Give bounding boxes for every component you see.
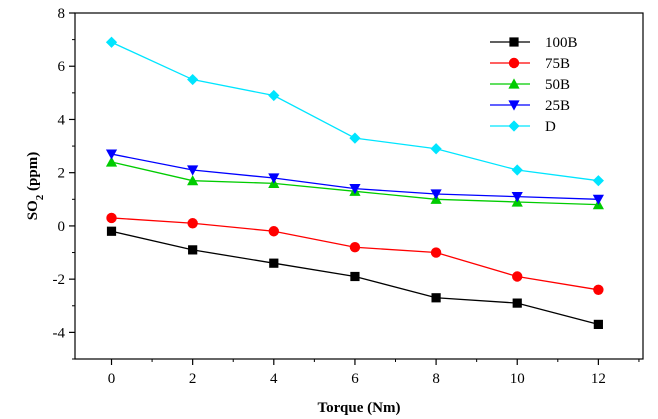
legend-item-100B: 100B xyxy=(490,35,578,51)
y-axis-title-subscript: 2 xyxy=(34,194,46,200)
data-point-100B xyxy=(431,293,441,303)
y-axis-title-main: SO xyxy=(25,200,41,220)
legend-label: 100B xyxy=(545,35,578,51)
series-100B xyxy=(106,226,603,329)
y-tick-label: -2 xyxy=(53,272,66,288)
plot-frame xyxy=(74,12,644,360)
series-25B xyxy=(105,149,604,205)
data-point-50B xyxy=(105,156,118,167)
data-point-75B xyxy=(106,212,117,224)
legend-marker xyxy=(508,78,520,89)
y-tick-label: 4 xyxy=(58,112,66,128)
data-point-D xyxy=(105,36,118,48)
data-point-75B xyxy=(430,247,442,258)
data-point-100B xyxy=(106,226,117,236)
y-tick-label: 2 xyxy=(58,166,66,182)
legend-label: 25B xyxy=(545,98,570,114)
series-layer xyxy=(105,36,604,329)
data-point-25B xyxy=(349,184,361,195)
legend: 100B 75B 50B 25B D xyxy=(490,35,578,135)
data-point-50B xyxy=(187,175,199,186)
x-tick-label: 12 xyxy=(591,371,606,387)
legend-item-25B: 25B xyxy=(490,98,570,114)
legend-item-D: D xyxy=(490,119,556,135)
data-point-D xyxy=(187,73,199,86)
y-tick-label: 8 xyxy=(58,6,66,22)
x-tick-label: 0 xyxy=(108,371,116,387)
y-tick-label: 6 xyxy=(58,59,66,75)
data-point-100B xyxy=(188,245,198,255)
legend-marker xyxy=(508,57,520,69)
y-tick-label: 0 xyxy=(58,219,66,235)
y-axis-title-unit: (ppm) xyxy=(25,152,41,195)
data-point-25B xyxy=(430,189,442,200)
legend-marker xyxy=(508,120,520,132)
data-point-75B xyxy=(593,284,604,295)
data-point-100B xyxy=(350,271,360,282)
legend-item-75B: 75B xyxy=(490,56,570,72)
data-point-25B xyxy=(592,194,604,205)
data-point-D xyxy=(511,164,523,176)
legend-label: D xyxy=(545,119,556,135)
data-point-25B xyxy=(268,173,280,184)
data-point-100B xyxy=(269,258,279,268)
legend-item-50B: 50B xyxy=(490,77,570,93)
series-50B xyxy=(105,156,604,210)
data-point-100B xyxy=(512,298,522,308)
legend-marker xyxy=(509,37,519,47)
x-tick-label: 10 xyxy=(510,371,525,387)
data-point-75B xyxy=(187,218,198,229)
data-point-75B xyxy=(349,242,361,253)
data-point-100B xyxy=(593,319,603,329)
x-axis-title: Torque (Nm) xyxy=(318,400,401,416)
data-point-D xyxy=(268,89,280,102)
data-point-25B xyxy=(187,165,199,176)
legend-marker xyxy=(508,100,520,111)
y-tick-label: -4 xyxy=(53,325,66,341)
data-point-75B xyxy=(512,271,523,282)
series-75B xyxy=(106,212,604,295)
x-tick-label: 6 xyxy=(351,371,359,387)
data-point-25B xyxy=(511,192,523,203)
data-point-D xyxy=(592,175,604,187)
x-tick-label: 4 xyxy=(270,371,278,387)
data-point-D xyxy=(430,143,442,155)
data-point-75B xyxy=(268,226,279,237)
x-tick-label: 8 xyxy=(432,371,440,387)
series-D xyxy=(105,36,604,187)
data-point-D xyxy=(349,132,361,144)
x-tick-label: 2 xyxy=(189,371,197,387)
y-axis-title: SO2 (ppm) xyxy=(25,152,46,220)
legend-label: 50B xyxy=(545,77,570,93)
data-point-25B xyxy=(105,149,118,160)
axes: 0 2 4 6 8 10 12 -4 -2 0 2 4 6 8 xyxy=(53,6,644,387)
legend-label: 75B xyxy=(545,56,570,72)
